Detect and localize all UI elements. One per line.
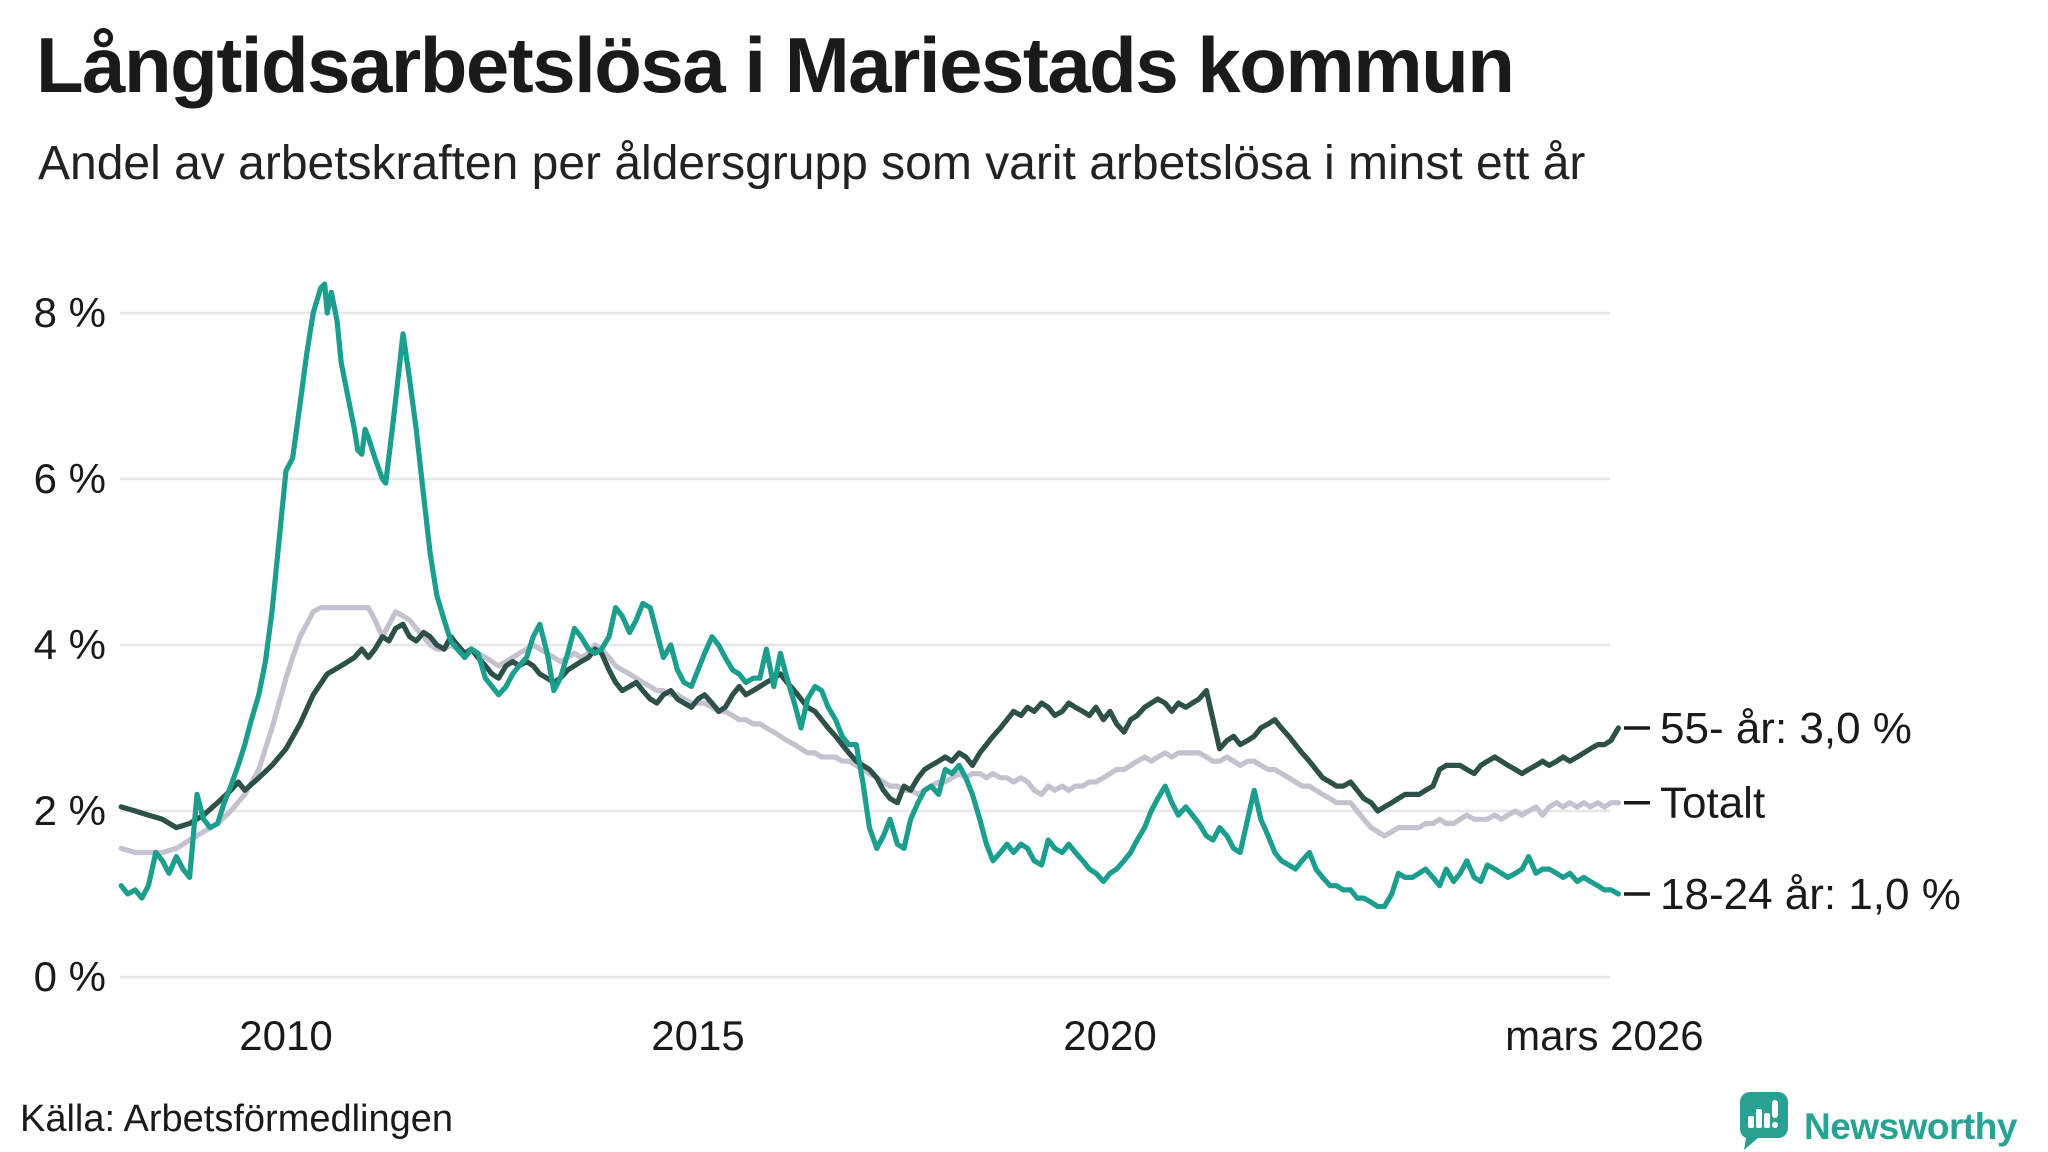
page-title: Långtidsarbetslösa i Mariestads kommun — [36, 21, 1515, 109]
x-axis-tick-label: 2010 — [239, 1012, 332, 1059]
newsworthy-wordmark: Newsworthy — [1804, 1106, 2017, 1147]
series-end-label-totalt: Totalt — [1660, 779, 1765, 828]
x-axis-tick-label: 2020 — [1063, 1012, 1156, 1059]
series-line-55-r — [118, 621, 1621, 831]
y-axis-tick-label: 0 % — [34, 953, 106, 1000]
newsworthy-logo — [1738, 1092, 1790, 1152]
y-axis-tick-label: 6 % — [34, 455, 106, 502]
y-axis-tick-label: 2 % — [34, 787, 106, 834]
source-note: Källa: Arbetsförmedlingen — [20, 1098, 454, 1140]
y-axis-tick-label: 4 % — [34, 621, 106, 668]
series-line-18-24-r — [118, 281, 1621, 910]
bar-chart-speech-bubble-icon — [1739, 1092, 1788, 1150]
series-end-label-55-r: 55- år: 3,0 % — [1660, 704, 1912, 753]
y-axis-tick-label: 8 % — [34, 289, 106, 336]
series-end-label-18-24-r: 18-24 år: 1,0 % — [1660, 870, 1961, 919]
x-axis-tick-label: 2015 — [651, 1012, 744, 1059]
x-axis-tick-label: mars 2026 — [1505, 1012, 1703, 1059]
page-subtitle: Andel av arbetskraften per åldersgrupp s… — [38, 137, 1586, 190]
